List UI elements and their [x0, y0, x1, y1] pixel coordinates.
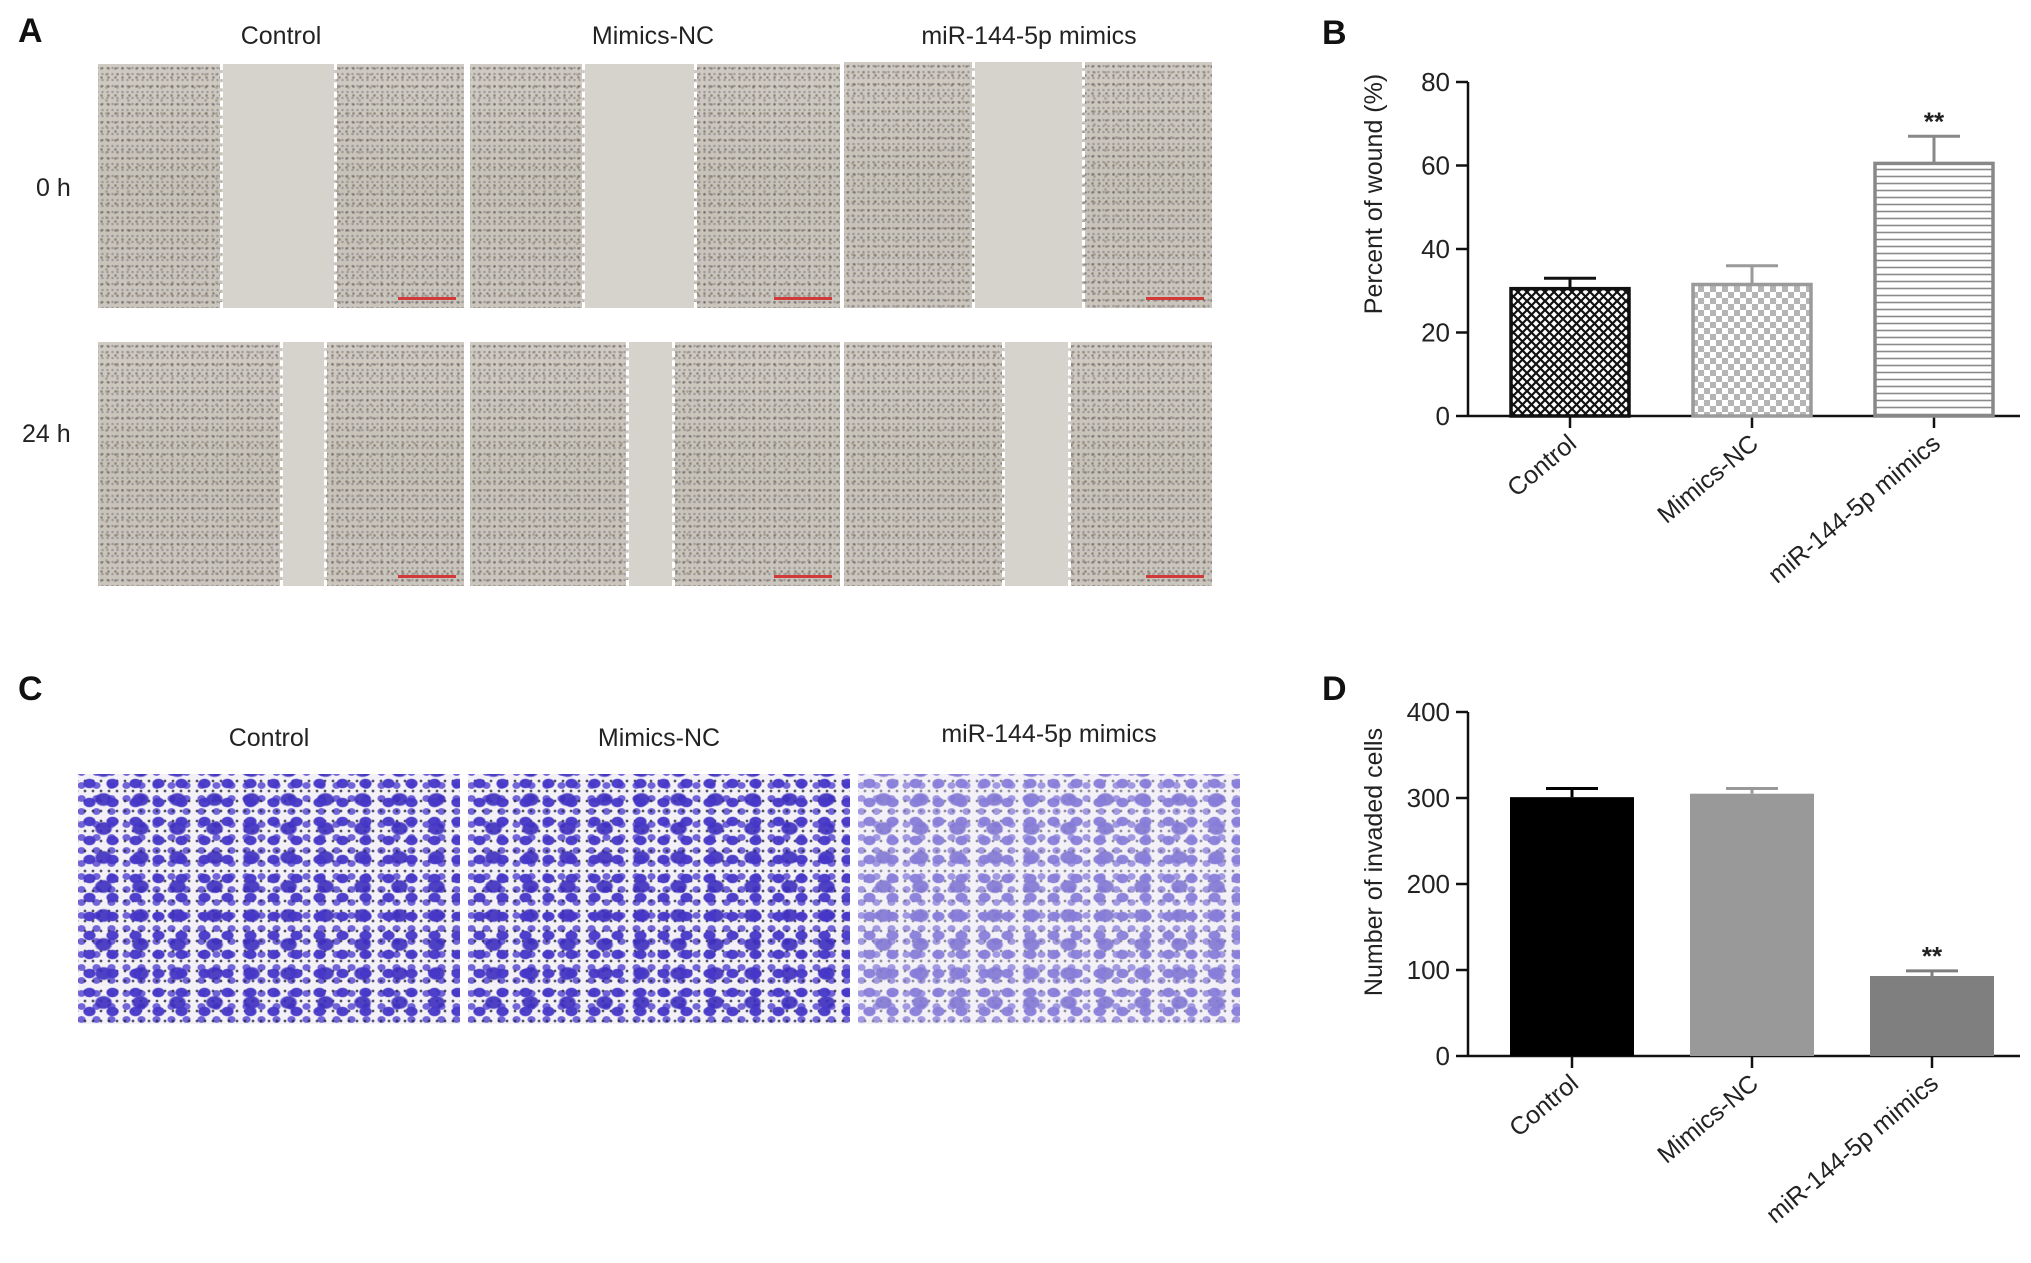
panel-c-letter: C [18, 670, 43, 708]
scale-bar [1146, 575, 1204, 578]
panel-c-column-label-mimics-nc: Mimics-NC [597, 724, 721, 752]
invaded-cells-chart: Number of invaded cells 0 100 200 300 400 Con… [1360, 697, 2020, 1229]
scale-bar [774, 297, 832, 300]
panel-a-column-label-mir-mimics: miR-144-5p mimics [921, 22, 1137, 50]
panel-c-column-label-control: Control [228, 724, 310, 752]
x-category-label: miR-144-5p mimics [1761, 1069, 1944, 1229]
wound-image-mir-mimics-24h [844, 342, 1212, 586]
wound-image-mir-mimics-0h [844, 62, 1212, 308]
panel-a-row-label-0h: 0 h [36, 174, 71, 202]
y-tick-label: 300 [1407, 783, 1450, 813]
panel-a-row-label-24h: 24 h [22, 420, 71, 448]
wound-percent-chart: Percent of wound (%) 0 20 40 60 80 Control Mim… [1360, 67, 2020, 589]
scale-bar [1146, 297, 1204, 300]
y-tick-label: 0 [1436, 1041, 1450, 1071]
bar-3 [1870, 976, 1994, 1056]
x-category-label: Control [1504, 1069, 1584, 1142]
y-tick-label: 400 [1407, 697, 1450, 727]
wound-image-mimics-nc-24h [470, 342, 840, 586]
panel-a-column-label-mimics-nc: Mimics-NC [591, 22, 715, 50]
panel-a-letter: A [18, 12, 43, 50]
significance-marker: ** [1924, 106, 1945, 136]
y-tick-label: 100 [1407, 955, 1450, 985]
y-tick-label: 40 [1421, 234, 1450, 264]
y-tick-label: 0 [1436, 401, 1450, 431]
wound-image-mimics-nc-0h [470, 64, 840, 308]
bar-2 [1690, 793, 1814, 1056]
panel-c-column-label-mir-mimics: miR-144-5p mimics [941, 720, 1157, 748]
bar-1 [1509, 286, 1631, 418]
y-tick-label: 80 [1421, 67, 1450, 97]
y-tick-label: 60 [1421, 151, 1450, 181]
y-axis-label: Percent of wound (%) [1360, 74, 1388, 314]
invasion-image-mimics-nc [468, 774, 850, 1024]
bar-2 [1691, 282, 1813, 418]
panel-a-column-label-control: Control [240, 22, 322, 50]
invasion-image-mir-mimics [858, 774, 1240, 1024]
panel-d-letter: D [1322, 670, 1347, 708]
x-category-label: Mimics-NC [1652, 1069, 1764, 1169]
wound-image-control-0h [98, 64, 464, 308]
panel-b-letter: B [1322, 14, 1347, 52]
scale-bar [774, 575, 832, 578]
scale-bar [398, 297, 456, 300]
bar-1 [1510, 797, 1634, 1056]
bar-3 [1873, 161, 1995, 418]
wound-image-control-24h [98, 342, 464, 586]
x-category-label: Control [1502, 429, 1582, 502]
significance-marker: ** [1922, 941, 1943, 971]
y-axis-label: Number of invaded cells [1360, 728, 1388, 996]
invasion-image-control [78, 774, 460, 1024]
x-category-label: Mimics-NC [1652, 429, 1764, 529]
y-tick-label: 20 [1421, 318, 1450, 348]
y-tick-label: 200 [1407, 869, 1450, 899]
x-category-label: miR-144-5p mimics [1763, 429, 1946, 589]
scale-bar [398, 575, 456, 578]
